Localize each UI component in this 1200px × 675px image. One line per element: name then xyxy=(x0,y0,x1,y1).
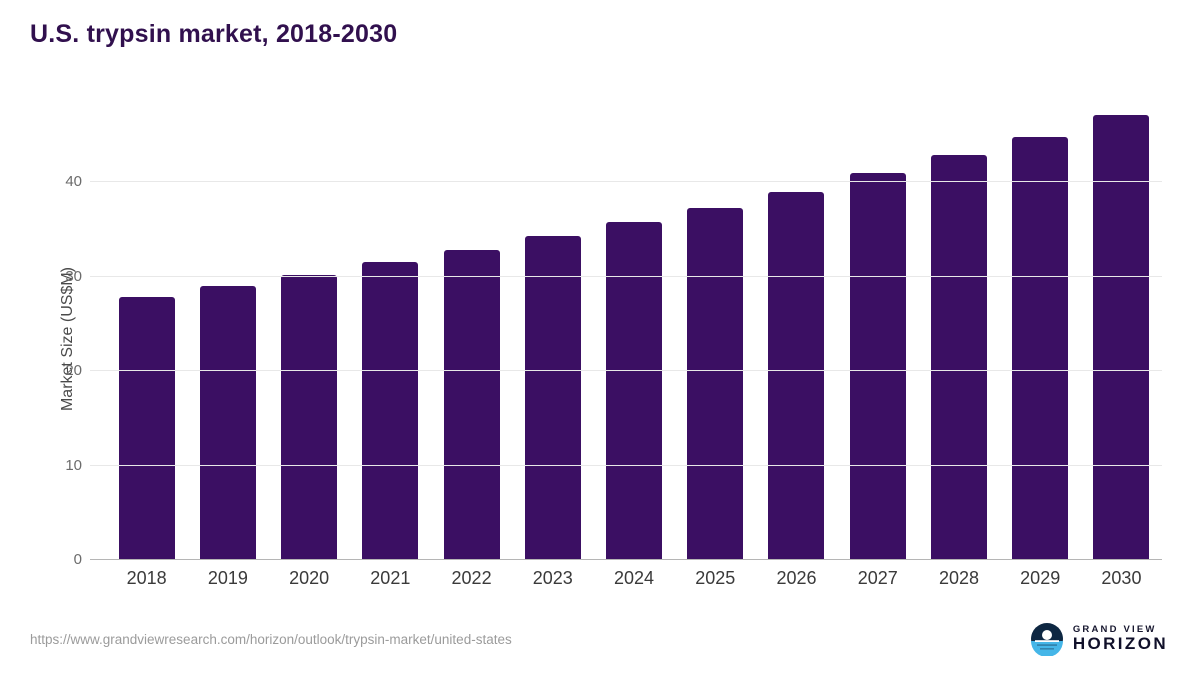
horizon-logo-icon xyxy=(1030,623,1063,656)
x-tick-label: 2024 xyxy=(614,568,655,588)
x-tick-label: 2021 xyxy=(370,568,411,588)
x-tick-label: 2028 xyxy=(938,568,979,588)
bar-2029 xyxy=(1012,136,1069,560)
x-tick-label: 2020 xyxy=(289,568,330,588)
bar-slot xyxy=(350,262,431,560)
bar-slot xyxy=(675,207,756,560)
bar-slot xyxy=(431,250,512,560)
bar-2027 xyxy=(849,172,906,560)
y-axis-ticks: 0 10 20 30 40 xyxy=(40,0,82,675)
y-tick-label: 0 xyxy=(73,551,82,568)
y-tick-label: 20 xyxy=(65,362,82,380)
x-tick-label: 2022 xyxy=(451,568,492,588)
x-tick-label: 2025 xyxy=(695,568,736,588)
bar-slot xyxy=(512,236,593,560)
plot-area xyxy=(90,100,1162,560)
x-tick-label: 2018 xyxy=(126,568,167,588)
logo-text-grand-view: GRAND VIEW xyxy=(1072,624,1157,636)
bar-slot xyxy=(1081,115,1162,560)
x-axis-labels: 2018 2019 2020 2021 2022 2023 2024 2025 2026 2027… xyxy=(90,568,1162,589)
y-tick-label: 30 xyxy=(65,267,82,285)
logo-text: GRAND VIEW HORIZON xyxy=(1073,625,1168,653)
bar-slot xyxy=(187,286,268,560)
bar-slot xyxy=(756,191,837,560)
bar-slot xyxy=(1000,136,1081,560)
gridline xyxy=(90,275,1162,277)
bar-2026 xyxy=(768,191,825,560)
bar-slot xyxy=(593,221,674,560)
x-tick-label: 2029 xyxy=(1020,568,1061,588)
bar-2018 xyxy=(118,297,175,560)
bar-2028 xyxy=(930,154,987,560)
bar-2019 xyxy=(199,286,256,560)
y-tick-label: 40 xyxy=(65,173,82,191)
x-tick-label: 2027 xyxy=(857,568,898,588)
bar-2021 xyxy=(362,262,419,560)
page-title: U.S. trypsin market, 2018-2030 xyxy=(30,20,398,48)
bar-2023 xyxy=(524,236,581,560)
bar-2030 xyxy=(1093,115,1150,560)
grand-view-horizon-logo: GRAND VIEW HORIZON xyxy=(1030,622,1168,656)
bar-slot xyxy=(918,154,999,560)
x-tick-label: 2030 xyxy=(1101,568,1142,588)
bar-2020 xyxy=(281,274,338,560)
logo-text-horizon: HORIZON xyxy=(1072,634,1168,654)
x-tick-label: 2026 xyxy=(776,568,817,588)
bar-2022 xyxy=(443,250,500,560)
bar-2024 xyxy=(606,221,663,560)
x-axis-baseline xyxy=(90,559,1162,560)
bar-2025 xyxy=(687,207,744,560)
bar-slot xyxy=(837,172,918,560)
source-url: https://www.grandviewresearch.com/horizo… xyxy=(30,632,512,647)
gridline xyxy=(90,370,1162,372)
gridline xyxy=(90,181,1162,183)
y-tick-label: 10 xyxy=(65,456,82,474)
bars-row xyxy=(90,100,1162,560)
bar-slot xyxy=(106,297,187,560)
bar-slot xyxy=(268,274,349,560)
x-tick-label: 2019 xyxy=(207,568,248,588)
x-tick-label: 2023 xyxy=(532,568,573,588)
gridline xyxy=(90,464,1162,466)
